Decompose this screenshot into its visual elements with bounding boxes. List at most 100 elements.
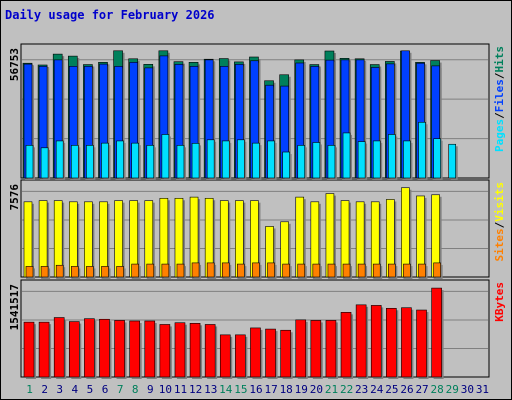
- sites-bar: [40, 266, 49, 278]
- y-axis-max-label: 56753: [8, 48, 21, 81]
- legend-panel-3: KBytes: [493, 282, 506, 322]
- kbytes-bar: [114, 320, 125, 378]
- sites-bar: [357, 263, 366, 278]
- sites-bar: [297, 263, 306, 278]
- pages-bar: [388, 134, 396, 179]
- sites-bar: [191, 262, 200, 278]
- pages-bar: [312, 142, 321, 179]
- pages-bar: [327, 145, 336, 179]
- visits-bar: [68, 201, 78, 278]
- sites-bar: [312, 263, 321, 278]
- kbytes-bar: [53, 317, 65, 378]
- kbytes-bar: [370, 305, 382, 378]
- x-axis-day-label: 25: [385, 383, 398, 396]
- kbytes-bar: [174, 322, 186, 378]
- kbytes-bar: [325, 320, 337, 378]
- x-axis-day-label: 2: [41, 383, 48, 396]
- pages-bar: [146, 145, 155, 179]
- x-axis-day-label: 12: [189, 383, 202, 396]
- pages-bar: [70, 145, 79, 179]
- sites-bar: [206, 262, 215, 278]
- kbytes-bar: [38, 321, 50, 378]
- pages-bar: [86, 145, 94, 179]
- kbytes-bar: [355, 304, 367, 378]
- legend-separator: /: [493, 112, 506, 119]
- kbytes-bar: [144, 320, 156, 378]
- x-axis-day-label: 13: [204, 383, 217, 396]
- x-axis-day-label: 31: [476, 383, 489, 396]
- pages-bar: [237, 139, 245, 179]
- kbytes-bar: [340, 312, 352, 378]
- pages-bar: [161, 134, 170, 179]
- kbytes-bar: [219, 334, 231, 378]
- visits-bar: [38, 200, 48, 278]
- x-axis-day-label: 19: [295, 383, 308, 396]
- x-axis-day-label: 24: [370, 383, 384, 396]
- sites-bar: [388, 263, 396, 278]
- pages-bar: [176, 145, 185, 179]
- sites-bar: [342, 263, 351, 278]
- kbytes-bar: [204, 324, 216, 378]
- sites-bar: [282, 263, 290, 278]
- pages-bar: [372, 140, 381, 179]
- kbytes-bar: [99, 318, 110, 378]
- sites-bar: [267, 262, 275, 278]
- x-axis-day-label: 15: [234, 383, 247, 396]
- x-axis-day-label: 8: [132, 383, 139, 396]
- pages-bar: [403, 140, 411, 179]
- sites-bar: [176, 263, 185, 278]
- pages-bar: [206, 139, 215, 179]
- visits-bar: [114, 200, 123, 278]
- kbytes-bar: [295, 319, 307, 378]
- sites-bar: [116, 266, 124, 278]
- kbytes-bar: [310, 320, 322, 378]
- legend-files: Files: [493, 79, 506, 112]
- x-axis-day-label: 7: [117, 383, 124, 396]
- x-axis-day-label: 11: [174, 383, 187, 396]
- sites-bar: [161, 263, 170, 278]
- pages-bar: [101, 142, 109, 179]
- kbytes-bar: [250, 327, 261, 378]
- kbytes-bar: [416, 309, 427, 378]
- visits-bar: [99, 201, 108, 278]
- legend-panel-2: Sites/Visits: [493, 182, 506, 262]
- x-axis-day-label: 27: [415, 383, 428, 396]
- x-axis-day-label: 6: [102, 383, 109, 396]
- kbytes-bar: [84, 318, 95, 378]
- x-axis-day-label: 28: [431, 383, 444, 396]
- x-axis-day-label: 17: [264, 383, 277, 396]
- kbytes-bar: [265, 328, 276, 378]
- x-axis-day-label: 3: [56, 383, 63, 396]
- kbytes-bar: [189, 323, 201, 378]
- legend-pages: Pages: [493, 119, 506, 152]
- visits-bar: [401, 187, 410, 278]
- x-axis-day-label: 14: [219, 383, 233, 396]
- pages-bar: [116, 140, 124, 179]
- legend-hits: Hits: [493, 46, 506, 73]
- sites-bar: [221, 262, 230, 278]
- sites-bar: [237, 263, 245, 278]
- sites-bar: [433, 262, 441, 278]
- kbytes-bar: [280, 329, 291, 378]
- kbytes-bar: [401, 307, 412, 378]
- visits-bar: [23, 201, 33, 278]
- x-axis-day-label: 4: [72, 383, 79, 396]
- x-axis-day-label: 21: [325, 383, 338, 396]
- kbytes-bar: [386, 307, 397, 378]
- x-axis-day-label: 26: [400, 383, 413, 396]
- x-axis-day-label: 29: [446, 383, 459, 396]
- pages-bar: [191, 143, 200, 179]
- pages-bar: [40, 147, 49, 179]
- kbytes-bar: [159, 324, 171, 378]
- x-axis-day-label: 23: [355, 383, 368, 396]
- legend-kbytes: KBytes: [493, 282, 506, 322]
- visits-bar: [84, 201, 93, 278]
- legend-separator: /: [493, 221, 506, 228]
- sites-bar: [70, 266, 79, 278]
- kbytes-bar: [431, 287, 442, 378]
- sites-bar: [101, 266, 109, 278]
- x-axis-day-label: 22: [340, 383, 353, 396]
- pages-bar: [357, 141, 366, 179]
- kbytes-bar: [235, 334, 246, 378]
- legend-visits: Visits: [493, 182, 506, 222]
